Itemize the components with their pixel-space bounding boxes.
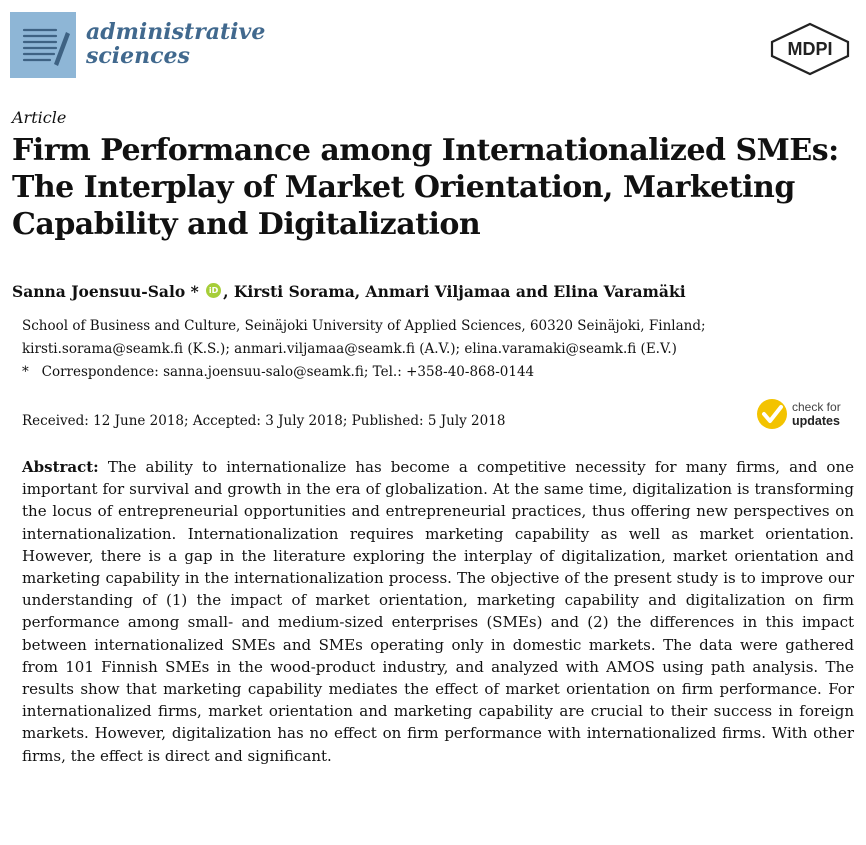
affiliation-emails[interactable]: kirsti.sorama@seamk.fi (K.S.); anmari.vi… bbox=[22, 341, 677, 357]
abstract: Abstract: The ability to internationaliz… bbox=[22, 456, 854, 767]
journal-name[interactable]: administrative sciences bbox=[86, 20, 265, 68]
correspondence: * Correspondence: sanna.joensuu-salo@sea… bbox=[22, 364, 534, 380]
mdpi-logo[interactable]: MDPI bbox=[768, 22, 852, 76]
abstract-text: The ability to internationalize has beco… bbox=[22, 458, 854, 765]
correspondence-text[interactable]: Correspondence: sanna.joensuu-salo@seamk… bbox=[41, 364, 535, 380]
journal-document-icon bbox=[10, 12, 76, 78]
title-line-3: Capability and Digitalization bbox=[12, 207, 481, 242]
mdpi-logo-text: MDPI bbox=[788, 39, 833, 59]
updates-text: updates bbox=[792, 414, 840, 428]
title-line-2: The Interplay of Market Orientation, Mar… bbox=[12, 170, 795, 205]
journal-name-line2: sciences bbox=[86, 43, 190, 69]
article-title: Firm Performance among Internationalized… bbox=[12, 132, 852, 243]
journal-name-line1: administrative bbox=[86, 19, 266, 45]
orcid-icon[interactable]: iD bbox=[206, 283, 222, 298]
author-others[interactable]: , Kirsti Sorama, Anmari Viljamaa and Eli… bbox=[223, 282, 686, 301]
article-type: Article bbox=[12, 108, 67, 127]
author-first[interactable]: Sanna Joensuu-Salo * bbox=[12, 282, 199, 301]
check-for-updates-icon bbox=[757, 399, 787, 429]
publication-dates: Received: 12 June 2018; Accepted: 3 July… bbox=[22, 413, 506, 429]
correspondence-marker: * bbox=[22, 364, 29, 380]
author-list: Sanna Joensuu-Salo * iD, Kirsti Sorama, … bbox=[12, 282, 686, 301]
affiliation-line-1: School of Business and Culture, Seinäjok… bbox=[22, 318, 706, 334]
abstract-label: Abstract: bbox=[22, 458, 99, 476]
title-line-1: Firm Performance among Internationalized… bbox=[12, 133, 839, 168]
check-for-updates-button[interactable]: check for updates bbox=[756, 396, 856, 432]
check-for-text: check for bbox=[792, 400, 841, 414]
